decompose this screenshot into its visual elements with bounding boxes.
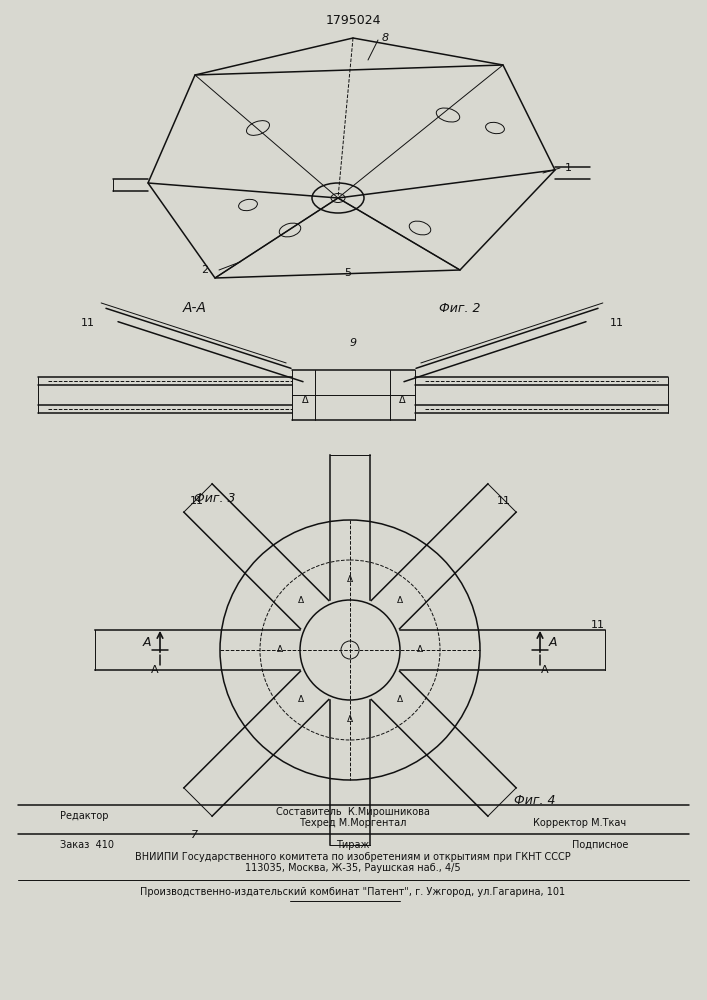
- Text: Δ: Δ: [397, 596, 402, 605]
- Text: 11: 11: [610, 318, 624, 328]
- Text: 113035, Москва, Ж-35, Раушская наб., 4/5: 113035, Москва, Ж-35, Раушская наб., 4/5: [245, 863, 461, 873]
- Text: Заказ  410: Заказ 410: [60, 840, 114, 850]
- Text: Фиг. 3: Фиг. 3: [194, 491, 235, 504]
- Text: Подписное: Подписное: [572, 840, 629, 850]
- Text: Δ: Δ: [298, 695, 303, 704]
- Text: 7: 7: [192, 830, 199, 840]
- Text: 2: 2: [201, 265, 209, 275]
- Text: Корректор М.Ткач: Корректор М.Ткач: [534, 818, 626, 828]
- Text: Редактор: Редактор: [60, 811, 108, 821]
- Text: 11: 11: [591, 620, 605, 630]
- Text: 11: 11: [189, 496, 204, 506]
- Text: Δ: Δ: [399, 395, 405, 405]
- Text: Δ: Δ: [277, 646, 283, 654]
- Text: Производственно-издательский комбинат "Патент", г. Ужгород, ул.Гагарина, 101: Производственно-издательский комбинат "П…: [141, 887, 566, 897]
- Text: Δ: Δ: [302, 395, 308, 405]
- Text: Тираж: Тираж: [337, 840, 370, 850]
- Text: А: А: [143, 636, 151, 648]
- Text: 11: 11: [81, 318, 95, 328]
- Text: Фиг. 4: Фиг. 4: [514, 794, 556, 806]
- Text: А: А: [549, 636, 557, 648]
- Text: Δ: Δ: [347, 576, 353, 584]
- Text: 8: 8: [382, 33, 389, 43]
- Text: Δ: Δ: [298, 596, 303, 605]
- Text: 9: 9: [349, 338, 356, 348]
- Text: 5: 5: [344, 268, 351, 278]
- Text: 1795024: 1795024: [325, 13, 381, 26]
- Text: Составитель  К.Мирошникова: Составитель К.Мирошникова: [276, 807, 430, 817]
- Text: А: А: [151, 665, 159, 675]
- Text: Техред М.Моргентал: Техред М.Моргентал: [299, 818, 407, 828]
- Text: Δ: Δ: [417, 646, 423, 654]
- Text: А-А: А-А: [183, 301, 207, 315]
- Text: Δ: Δ: [347, 716, 353, 724]
- Text: Δ: Δ: [397, 695, 402, 704]
- Text: А: А: [541, 665, 549, 675]
- Text: ВНИИПИ Государственного комитета по изобретениям и открытиям при ГКНТ СССР: ВНИИПИ Государственного комитета по изоб…: [135, 852, 571, 862]
- Text: 11: 11: [496, 496, 510, 506]
- Text: 1: 1: [564, 163, 571, 173]
- Text: Фиг. 2: Фиг. 2: [439, 302, 481, 314]
